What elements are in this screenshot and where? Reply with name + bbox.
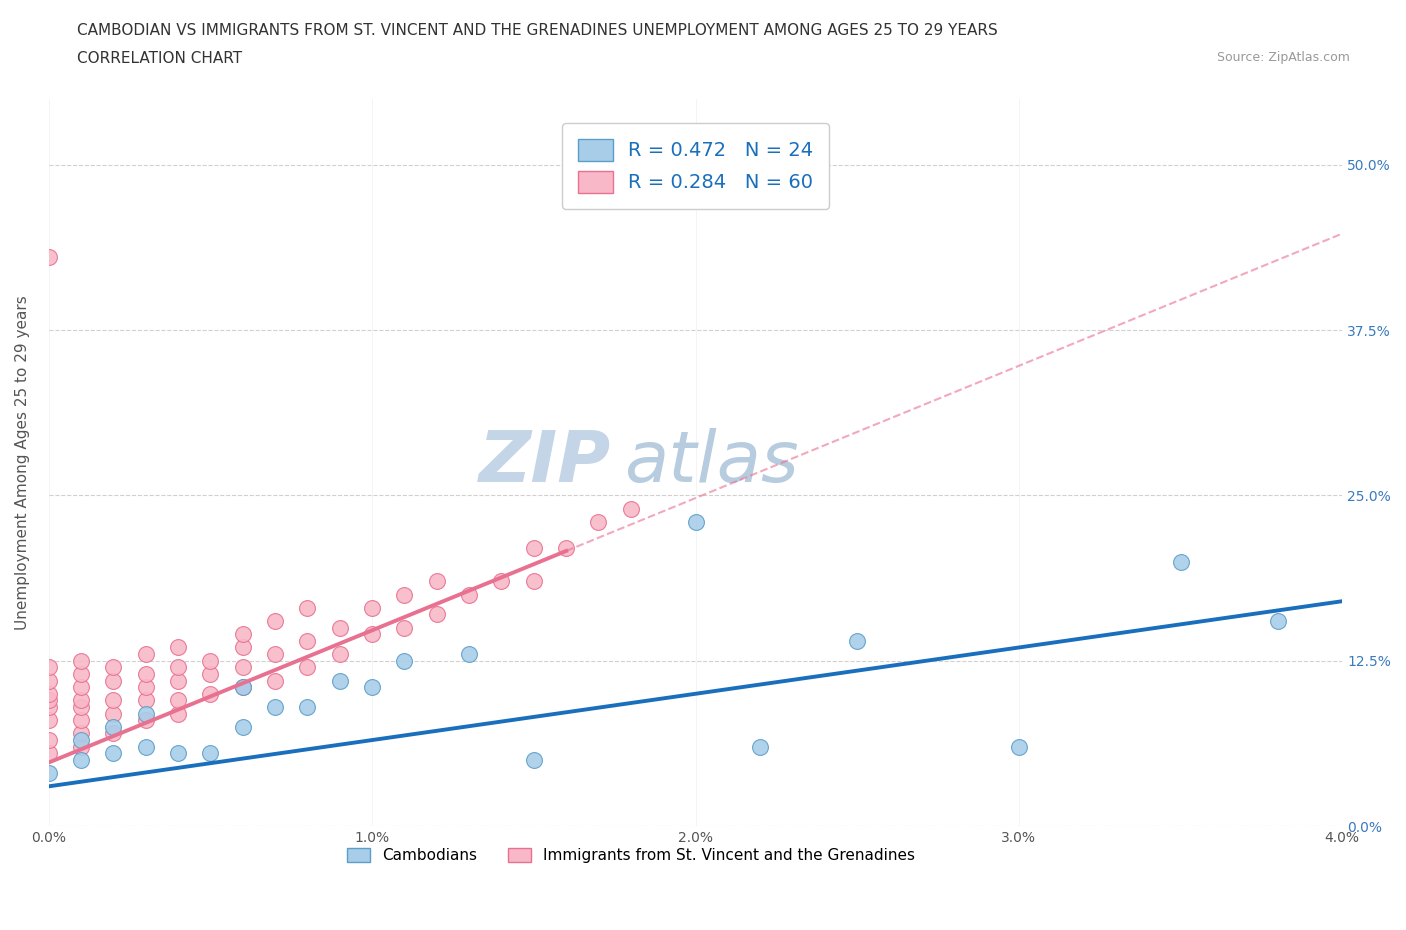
Point bbox=[394, 620, 416, 635]
Point bbox=[70, 726, 93, 741]
Point bbox=[200, 746, 222, 761]
Point bbox=[103, 746, 125, 761]
Point bbox=[70, 712, 93, 727]
Point bbox=[70, 693, 93, 708]
Point bbox=[167, 693, 190, 708]
Text: Source: ZipAtlas.com: Source: ZipAtlas.com bbox=[1216, 51, 1350, 64]
Point bbox=[1267, 614, 1289, 629]
Point bbox=[38, 699, 60, 714]
Point bbox=[394, 653, 416, 668]
Point bbox=[70, 667, 93, 682]
Point bbox=[620, 501, 643, 516]
Text: ZIP: ZIP bbox=[479, 428, 612, 497]
Text: CORRELATION CHART: CORRELATION CHART bbox=[77, 51, 242, 66]
Point bbox=[297, 601, 319, 616]
Point bbox=[264, 646, 287, 661]
Point bbox=[70, 653, 93, 668]
Point bbox=[1008, 739, 1031, 754]
Text: CAMBODIAN VS IMMIGRANTS FROM ST. VINCENT AND THE GRENADINES UNEMPLOYMENT AMONG A: CAMBODIAN VS IMMIGRANTS FROM ST. VINCENT… bbox=[77, 23, 998, 38]
Point bbox=[523, 541, 546, 556]
Point bbox=[38, 765, 60, 780]
Point bbox=[232, 660, 254, 675]
Point bbox=[426, 607, 449, 622]
Point bbox=[232, 680, 254, 695]
Point bbox=[458, 587, 481, 602]
Point bbox=[38, 733, 60, 748]
Point bbox=[523, 752, 546, 767]
Point bbox=[685, 514, 707, 529]
Point bbox=[555, 541, 578, 556]
Point bbox=[135, 712, 157, 727]
Point bbox=[458, 646, 481, 661]
Point bbox=[523, 574, 546, 589]
Y-axis label: Unemployment Among Ages 25 to 29 years: Unemployment Among Ages 25 to 29 years bbox=[15, 295, 30, 630]
Point bbox=[426, 574, 449, 589]
Point bbox=[70, 739, 93, 754]
Point bbox=[38, 660, 60, 675]
Point bbox=[297, 699, 319, 714]
Text: atlas: atlas bbox=[624, 428, 799, 497]
Point bbox=[361, 601, 384, 616]
Point bbox=[135, 667, 157, 682]
Point bbox=[135, 693, 157, 708]
Point bbox=[38, 673, 60, 688]
Point bbox=[264, 614, 287, 629]
Point bbox=[103, 726, 125, 741]
Point bbox=[264, 673, 287, 688]
Point bbox=[103, 693, 125, 708]
Point bbox=[38, 686, 60, 701]
Point bbox=[70, 752, 93, 767]
Point bbox=[167, 660, 190, 675]
Point bbox=[394, 587, 416, 602]
Point bbox=[491, 574, 513, 589]
Point bbox=[103, 720, 125, 735]
Point bbox=[200, 653, 222, 668]
Point bbox=[38, 693, 60, 708]
Point bbox=[70, 680, 93, 695]
Point bbox=[70, 699, 93, 714]
Point bbox=[329, 646, 352, 661]
Point bbox=[232, 640, 254, 655]
Point bbox=[167, 706, 190, 721]
Point bbox=[167, 746, 190, 761]
Point bbox=[135, 680, 157, 695]
Legend: Cambodians, Immigrants from St. Vincent and the Grenadines: Cambodians, Immigrants from St. Vincent … bbox=[340, 842, 921, 870]
Point bbox=[167, 640, 190, 655]
Point bbox=[588, 514, 610, 529]
Point bbox=[232, 720, 254, 735]
Point bbox=[103, 673, 125, 688]
Point bbox=[103, 706, 125, 721]
Point bbox=[135, 646, 157, 661]
Point bbox=[70, 733, 93, 748]
Point bbox=[361, 627, 384, 642]
Point bbox=[200, 686, 222, 701]
Point bbox=[103, 660, 125, 675]
Point bbox=[329, 620, 352, 635]
Point bbox=[38, 250, 60, 265]
Point bbox=[329, 673, 352, 688]
Point bbox=[167, 673, 190, 688]
Point bbox=[232, 680, 254, 695]
Point bbox=[749, 739, 772, 754]
Point bbox=[264, 699, 287, 714]
Point bbox=[297, 633, 319, 648]
Point bbox=[297, 660, 319, 675]
Point bbox=[38, 712, 60, 727]
Point bbox=[361, 680, 384, 695]
Point bbox=[38, 746, 60, 761]
Point bbox=[232, 627, 254, 642]
Point bbox=[846, 633, 869, 648]
Point bbox=[200, 667, 222, 682]
Point bbox=[1170, 554, 1192, 569]
Point bbox=[135, 739, 157, 754]
Point bbox=[135, 706, 157, 721]
